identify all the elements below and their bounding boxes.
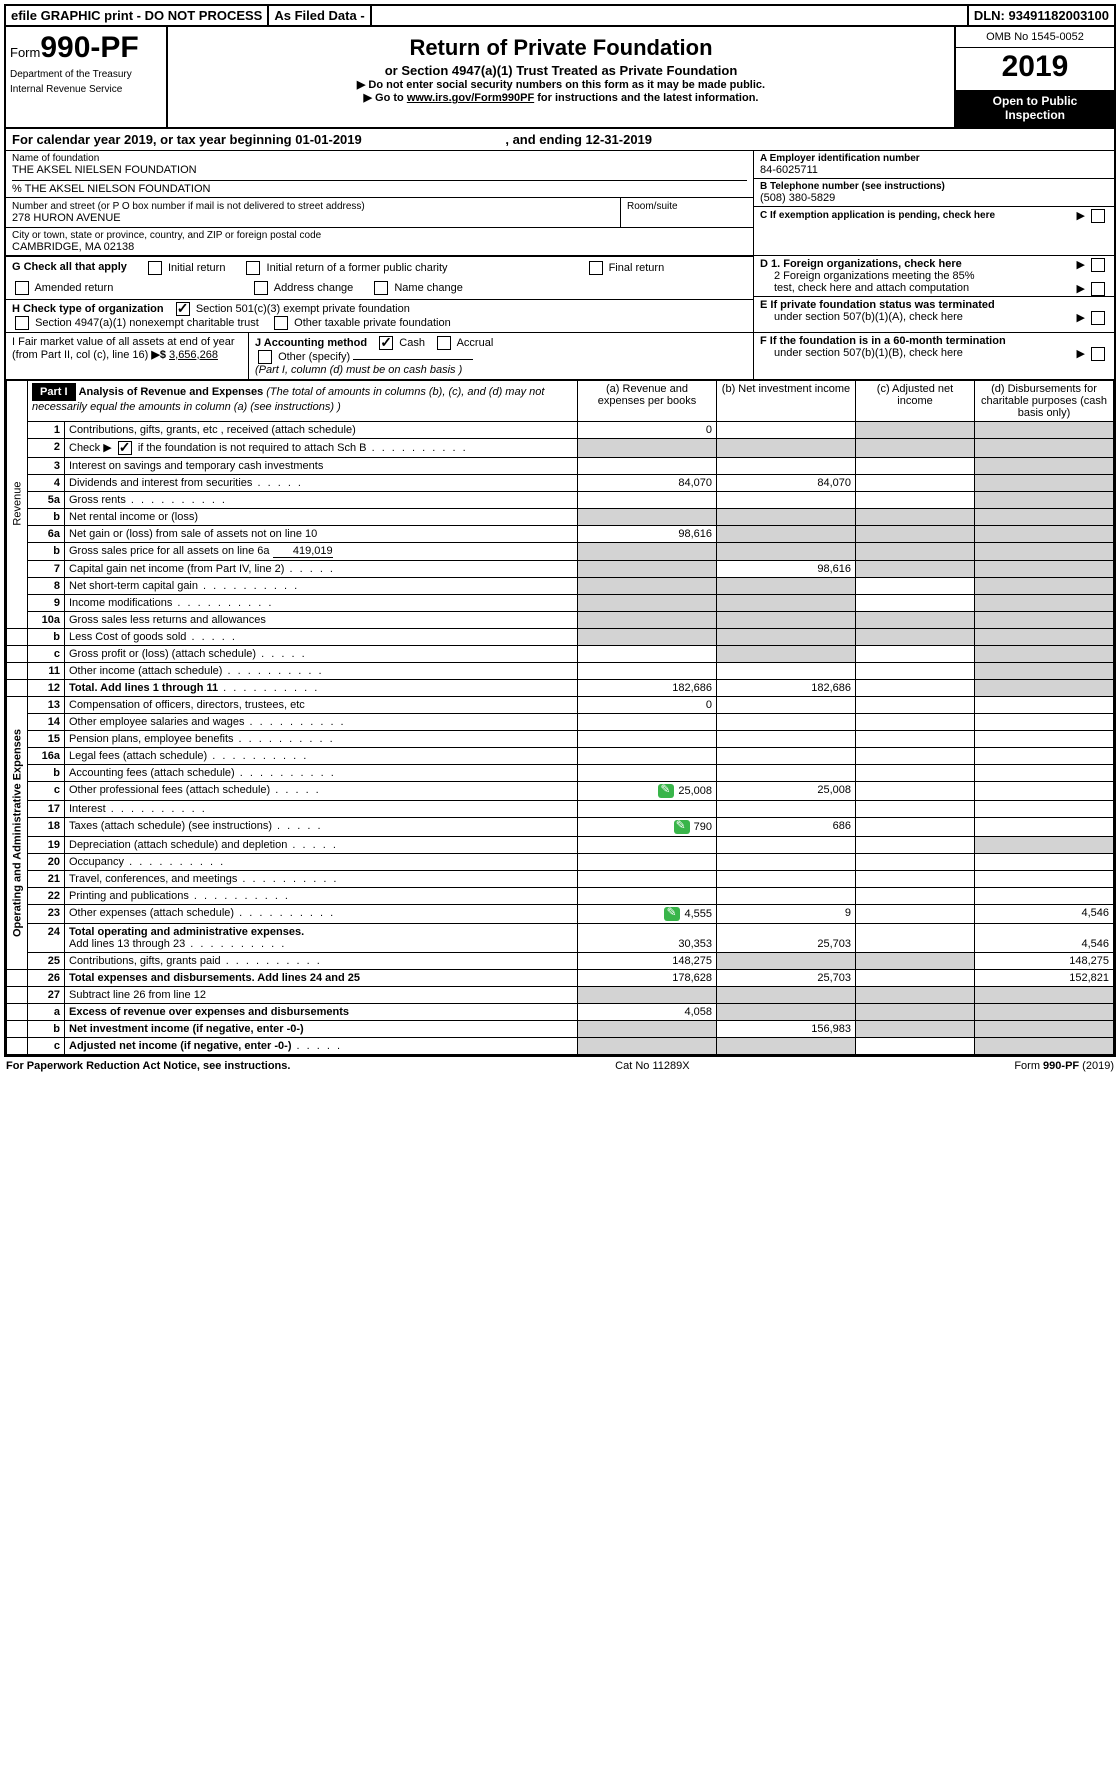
line-5b: bNet rental income or (loss) bbox=[7, 508, 1114, 525]
part1-badge: Part I bbox=[32, 383, 76, 401]
col-c-header: (c) Adjusted net income bbox=[856, 380, 975, 422]
line-27a: aExcess of revenue over expenses and dis… bbox=[7, 1003, 1114, 1020]
line-11: 11Other income (attach schedule) bbox=[7, 662, 1114, 679]
line-8: 8Net short-term capital gain bbox=[7, 577, 1114, 594]
g-initial-return[interactable] bbox=[148, 261, 162, 275]
line-10c: cGross profit or (loss) (attach schedule… bbox=[7, 645, 1114, 662]
line-18: 18Taxes (attach schedule) (see instructi… bbox=[7, 817, 1114, 836]
e-checkbox[interactable] bbox=[1091, 311, 1105, 325]
h-501c3[interactable] bbox=[176, 302, 190, 316]
line-19: 19Depreciation (attach schedule) and dep… bbox=[7, 836, 1114, 853]
tax-year: 2019 bbox=[956, 48, 1114, 90]
section-h: H Check type of organization Section 501… bbox=[6, 299, 753, 332]
line-10a: 10aGross sales less returns and allowanc… bbox=[7, 611, 1114, 628]
revenue-side-label: Revenue bbox=[7, 380, 28, 629]
line-10b: bLess Cost of goods sold bbox=[7, 628, 1114, 645]
line-25: 25Contributions, gifts, grants paid148,2… bbox=[7, 952, 1114, 969]
h-other-taxable[interactable] bbox=[274, 316, 288, 330]
section-j: J Accounting method Cash Accrual Other (… bbox=[249, 333, 753, 379]
line-27: 27Subtract line 26 from line 12 bbox=[7, 986, 1114, 1003]
section-i: I Fair market value of all assets at end… bbox=[6, 333, 249, 379]
g-amended-return[interactable] bbox=[15, 281, 29, 295]
city-cell: City or town, state or province, country… bbox=[6, 227, 753, 255]
street-cell: Number and street (or P O box number if … bbox=[6, 198, 620, 227]
j-accrual[interactable] bbox=[437, 336, 451, 350]
form-title-block: Return of Private Foundation or Section … bbox=[168, 27, 954, 127]
line-17: 17Interest bbox=[7, 800, 1114, 817]
form-title: Return of Private Foundation bbox=[176, 35, 946, 61]
line-24: 24Total operating and administrative exp… bbox=[7, 923, 1114, 952]
attachment-icon[interactable] bbox=[658, 784, 674, 798]
line-7: 7Capital gain net income (from Part IV, … bbox=[7, 560, 1114, 577]
g-address-change[interactable] bbox=[254, 281, 268, 295]
top-bar: efile GRAPHIC print - DO NOT PROCESS As … bbox=[4, 4, 1116, 27]
foundation-name-cell: Name of foundation THE AKSEL NIELSEN FOU… bbox=[6, 151, 753, 197]
irs-link[interactable]: www.irs.gov/Form990PF bbox=[407, 92, 534, 104]
col-b-header: (b) Net investment income bbox=[717, 380, 856, 422]
col-d-header: (d) Disbursements for charitable purpose… bbox=[975, 380, 1114, 422]
line-23: 23Other expenses (attach schedule)4,5559… bbox=[7, 904, 1114, 923]
line-9: 9Income modifications bbox=[7, 594, 1114, 611]
line-21: 21Travel, conferences, and meetings bbox=[7, 870, 1114, 887]
d2-checkbox[interactable] bbox=[1091, 282, 1105, 296]
expenses-side-label: Operating and Administrative Expenses bbox=[7, 696, 28, 969]
line-16b: bAccounting fees (attach schedule) bbox=[7, 764, 1114, 781]
line-14: 14Other employee salaries and wages bbox=[7, 713, 1114, 730]
line-27c: cAdjusted net income (if negative, enter… bbox=[7, 1037, 1114, 1054]
calendar-year-row: For calendar year 2019, or tax year begi… bbox=[6, 127, 1114, 150]
form-body: Form990-PF Department of the Treasury In… bbox=[4, 27, 1116, 1057]
section-e: E If private foundation status was termi… bbox=[754, 296, 1114, 325]
col-a-header: (a) Revenue and expenses per books bbox=[578, 380, 717, 422]
line-6b: bGross sales price for all assets on lin… bbox=[7, 542, 1114, 560]
h-4947a1[interactable] bbox=[15, 316, 29, 330]
j-other[interactable] bbox=[258, 350, 272, 364]
form-id-block: Form990-PF Department of the Treasury In… bbox=[6, 27, 168, 127]
line-13: Operating and Administrative Expenses13C… bbox=[7, 696, 1114, 713]
year-block: OMB No 1545-0052 2019 Open to Public Ins… bbox=[954, 27, 1114, 127]
omb-number: OMB No 1545-0052 bbox=[956, 27, 1114, 48]
line-16c: cOther professional fees (attach schedul… bbox=[7, 781, 1114, 800]
c-checkbox[interactable] bbox=[1091, 209, 1105, 223]
form-number: 990-PF bbox=[40, 31, 138, 64]
j-cash[interactable] bbox=[379, 336, 393, 350]
line-1: 1Contributions, gifts, grants, etc , rec… bbox=[7, 421, 1114, 438]
dln: DLN: 93491182003100 bbox=[967, 6, 1114, 25]
d1-checkbox[interactable] bbox=[1091, 258, 1105, 272]
part1-table: Revenue Part I Analysis of Revenue and E… bbox=[6, 379, 1114, 1055]
as-filed: As Filed Data - bbox=[269, 6, 371, 25]
f-checkbox[interactable] bbox=[1091, 347, 1105, 361]
efile-notice: efile GRAPHIC print - DO NOT PROCESS bbox=[6, 6, 269, 25]
schb-checkbox[interactable] bbox=[118, 441, 132, 455]
line-5a: 5aGross rents bbox=[7, 491, 1114, 508]
line-26: 26Total expenses and disbursements. Add … bbox=[7, 969, 1114, 986]
section-g: G Check all that apply Initial return In… bbox=[6, 256, 753, 299]
attachment-icon[interactable] bbox=[674, 820, 690, 834]
line-12: 12Total. Add lines 1 through 11182,68618… bbox=[7, 679, 1114, 696]
page-footer: For Paperwork Reduction Act Notice, see … bbox=[4, 1057, 1116, 1072]
line-27b: bNet investment income (if negative, ent… bbox=[7, 1020, 1114, 1037]
line-2: 2Check ▶ if the foundation is not requir… bbox=[7, 438, 1114, 457]
line-15: 15Pension plans, employee benefits bbox=[7, 730, 1114, 747]
section-f: F If the foundation is in a 60-month ter… bbox=[754, 333, 1114, 361]
line-3: 3Interest on savings and temporary cash … bbox=[7, 457, 1114, 474]
telephone-cell: B Telephone number (see instructions) (5… bbox=[754, 178, 1114, 206]
line-22: 22Printing and publications bbox=[7, 887, 1114, 904]
c-exemption-cell: C If exemption application is pending, c… bbox=[754, 206, 1114, 229]
g-final-return[interactable] bbox=[589, 261, 603, 275]
section-d: D 1. Foreign organizations, check here ▶… bbox=[754, 256, 1114, 296]
line-4: 4Dividends and interest from securities8… bbox=[7, 474, 1114, 491]
g-initial-former[interactable] bbox=[246, 261, 260, 275]
line-6a: 6aNet gain or (loss) from sale of assets… bbox=[7, 525, 1114, 542]
attachment-icon[interactable] bbox=[664, 907, 680, 921]
ein-cell: A Employer identification number 84-6025… bbox=[754, 151, 1114, 178]
g-name-change[interactable] bbox=[374, 281, 388, 295]
line-16a: 16aLegal fees (attach schedule) bbox=[7, 747, 1114, 764]
room-cell: Room/suite bbox=[620, 198, 753, 227]
line-20: 20Occupancy bbox=[7, 853, 1114, 870]
